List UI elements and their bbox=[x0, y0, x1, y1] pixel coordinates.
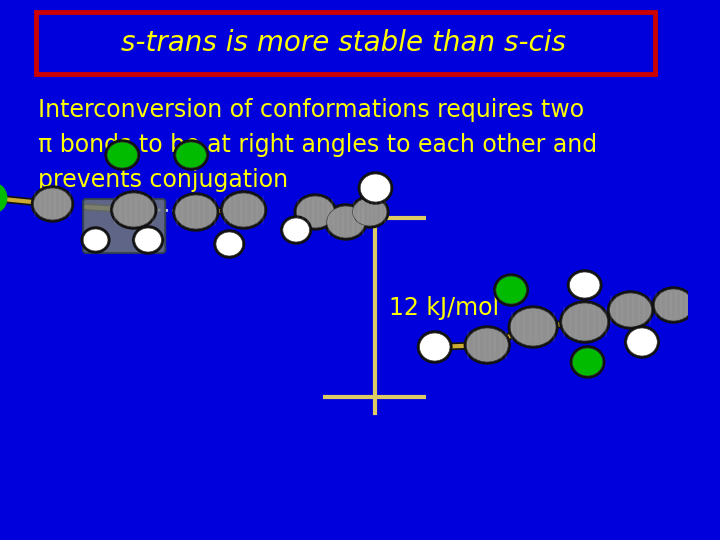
Ellipse shape bbox=[353, 198, 387, 226]
Ellipse shape bbox=[214, 230, 245, 258]
Ellipse shape bbox=[625, 326, 660, 358]
Text: π bonds to be at right angles to each other and: π bonds to be at right angles to each ot… bbox=[38, 133, 598, 157]
Ellipse shape bbox=[351, 196, 389, 228]
Text: 12 kJ/mol: 12 kJ/mol bbox=[389, 295, 499, 320]
Ellipse shape bbox=[32, 186, 73, 222]
Ellipse shape bbox=[327, 206, 365, 238]
Ellipse shape bbox=[216, 232, 243, 256]
Ellipse shape bbox=[221, 191, 266, 229]
Ellipse shape bbox=[360, 174, 391, 202]
Ellipse shape bbox=[0, 188, 4, 208]
Ellipse shape bbox=[496, 276, 526, 304]
Ellipse shape bbox=[464, 326, 510, 364]
Ellipse shape bbox=[420, 333, 450, 361]
Ellipse shape bbox=[107, 142, 138, 168]
Ellipse shape bbox=[135, 228, 161, 252]
Ellipse shape bbox=[570, 272, 600, 298]
Ellipse shape bbox=[83, 229, 108, 251]
Ellipse shape bbox=[294, 194, 336, 230]
Ellipse shape bbox=[494, 274, 528, 306]
Ellipse shape bbox=[283, 218, 310, 242]
Ellipse shape bbox=[570, 346, 605, 378]
Ellipse shape bbox=[222, 193, 265, 227]
Ellipse shape bbox=[111, 191, 157, 229]
Ellipse shape bbox=[572, 348, 603, 376]
FancyBboxPatch shape bbox=[36, 12, 655, 74]
Ellipse shape bbox=[560, 301, 610, 343]
FancyBboxPatch shape bbox=[83, 199, 166, 253]
Ellipse shape bbox=[510, 308, 556, 346]
Text: s-trans is more stable than s-cis: s-trans is more stable than s-cis bbox=[122, 29, 567, 57]
Ellipse shape bbox=[608, 291, 654, 329]
Ellipse shape bbox=[105, 140, 140, 170]
Ellipse shape bbox=[626, 328, 657, 356]
Ellipse shape bbox=[0, 184, 6, 212]
Ellipse shape bbox=[174, 140, 208, 170]
Ellipse shape bbox=[467, 328, 508, 362]
Ellipse shape bbox=[81, 227, 110, 253]
Ellipse shape bbox=[175, 195, 217, 229]
Text: prevents conjugation: prevents conjugation bbox=[38, 168, 288, 192]
Ellipse shape bbox=[113, 193, 155, 227]
Ellipse shape bbox=[418, 331, 452, 363]
Text: Interconversion of conformations requires two: Interconversion of conformations require… bbox=[38, 98, 585, 122]
Ellipse shape bbox=[652, 287, 695, 323]
Ellipse shape bbox=[359, 172, 392, 204]
Ellipse shape bbox=[33, 188, 72, 220]
Ellipse shape bbox=[325, 204, 367, 240]
Ellipse shape bbox=[562, 303, 608, 341]
Ellipse shape bbox=[567, 270, 602, 300]
Ellipse shape bbox=[654, 289, 693, 321]
Ellipse shape bbox=[296, 196, 334, 228]
Ellipse shape bbox=[176, 142, 207, 168]
Ellipse shape bbox=[0, 186, 6, 210]
Ellipse shape bbox=[132, 226, 163, 254]
Ellipse shape bbox=[508, 306, 558, 348]
Ellipse shape bbox=[610, 293, 652, 327]
Ellipse shape bbox=[281, 216, 312, 244]
Ellipse shape bbox=[173, 193, 219, 231]
